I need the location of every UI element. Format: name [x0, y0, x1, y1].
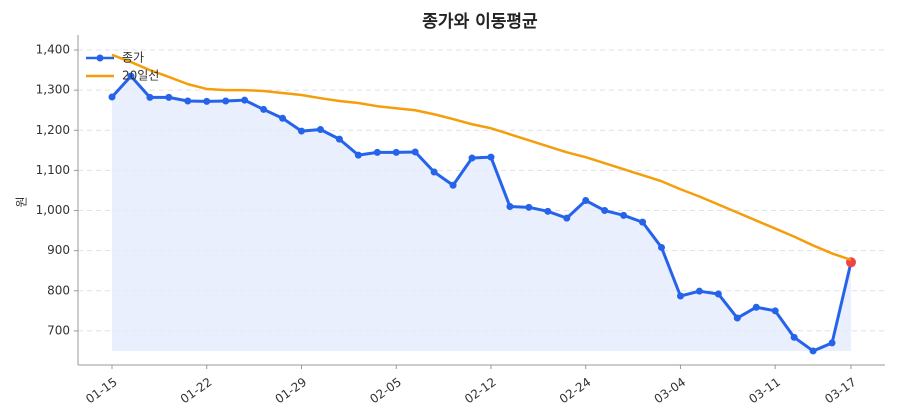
- y-tick-label: 1,400: [36, 43, 70, 57]
- y-tick-label: 1,100: [36, 163, 70, 177]
- point: [335, 135, 343, 143]
- point: [676, 292, 684, 300]
- point: [184, 97, 192, 105]
- x-tick-label: 02-24: [557, 375, 594, 406]
- point: [601, 207, 609, 215]
- point: [165, 93, 173, 101]
- point: [582, 196, 590, 204]
- point: [260, 105, 268, 113]
- y-tick-label: 1,300: [36, 83, 70, 97]
- point: [449, 181, 457, 189]
- y-axis-label: 원: [15, 196, 29, 207]
- y-tick-label: 1,200: [36, 123, 70, 137]
- point: [771, 307, 779, 315]
- x-tick-label: 02-12: [462, 375, 499, 406]
- point: [468, 154, 476, 162]
- x-tick-label: 01-29: [273, 375, 310, 406]
- point: [316, 125, 324, 133]
- y-tick-label: 1,000: [36, 203, 70, 217]
- point: [297, 127, 305, 135]
- point: [658, 243, 666, 251]
- point: [373, 148, 381, 156]
- point: [411, 148, 419, 156]
- point: [487, 153, 495, 161]
- y-tick-label: 800: [47, 283, 70, 297]
- point: [828, 339, 836, 347]
- point: [108, 93, 116, 101]
- point: [354, 151, 362, 159]
- point: [127, 72, 135, 80]
- point: [241, 96, 249, 104]
- y-tick-label: 700: [47, 323, 70, 337]
- x-tick-label: 02-05: [367, 375, 404, 406]
- point: [203, 97, 211, 105]
- chart-title: 종가와 이동평균: [422, 12, 538, 32]
- point: [525, 203, 533, 211]
- point: [392, 148, 400, 156]
- series-line: [111, 53, 852, 262]
- point: [695, 287, 703, 295]
- point: [506, 203, 514, 211]
- point: [430, 168, 438, 176]
- point: [752, 303, 760, 311]
- point: [563, 214, 571, 222]
- x-tick-label: 03-11: [746, 375, 783, 406]
- point: [790, 333, 798, 341]
- x-tick-label: 03-17: [822, 375, 859, 406]
- point: [279, 114, 287, 122]
- legend-label: 20일선: [122, 69, 159, 83]
- point: [620, 211, 628, 219]
- point: [714, 290, 722, 298]
- x-tick-label: 03-04: [652, 375, 689, 406]
- x-tick-label: 01-15: [83, 375, 120, 406]
- legend-marker: [96, 54, 104, 62]
- area: [112, 76, 851, 351]
- series-line: [110, 74, 853, 353]
- point: [146, 93, 154, 101]
- point: [222, 97, 230, 105]
- point: [639, 218, 647, 226]
- x-tick-label: 01-22: [178, 375, 215, 406]
- point: [733, 314, 741, 322]
- point: [809, 347, 817, 355]
- y-tick-label: 900: [47, 243, 70, 257]
- legend-label: 종가: [122, 51, 144, 65]
- point: [544, 207, 552, 215]
